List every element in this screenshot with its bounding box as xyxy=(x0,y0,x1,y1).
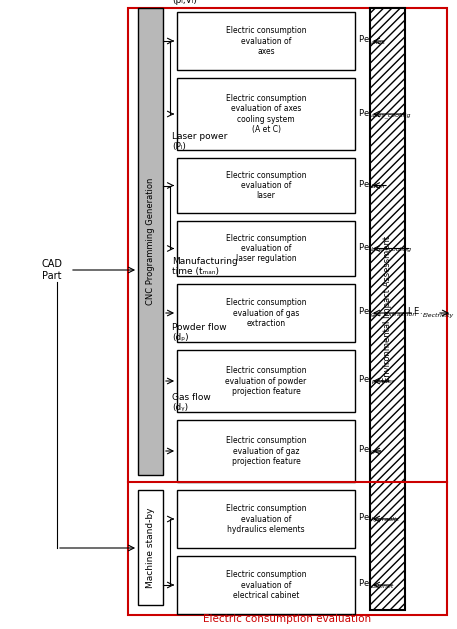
Bar xyxy=(177,350,355,412)
Text: Electric consumption
evaluation of gaz
projection feature: Electric consumption evaluation of gaz p… xyxy=(226,436,306,466)
Text: Electric consumption
evaluation of powder
projection feature: Electric consumption evaluation of powde… xyxy=(225,366,307,396)
Bar xyxy=(177,420,355,482)
Text: Electric consumption evaluation: Electric consumption evaluation xyxy=(203,614,372,624)
Text: Powder flow
(dₚ): Powder flow (dₚ) xyxy=(172,323,227,342)
Text: Laser power
(Pₗ): Laser power (Pₗ) xyxy=(172,131,228,151)
Text: gas_extraction: gas_extraction xyxy=(371,311,417,317)
Text: cabinet: cabinet xyxy=(371,584,394,589)
Text: $\mathrm{Pe}$: $\mathrm{Pe}$ xyxy=(358,577,370,589)
Text: powder: powder xyxy=(371,379,394,384)
Text: Electricity: Electricity xyxy=(423,313,454,318)
Text: Electric consumption
evaluation of
hydraulics elements: Electric consumption evaluation of hydra… xyxy=(226,504,306,534)
Bar xyxy=(370,8,405,610)
Text: CNC Programming Generation: CNC Programming Generation xyxy=(146,178,155,305)
Bar xyxy=(177,158,355,213)
Bar xyxy=(177,221,355,276)
Text: Environmental Impact Assessment: Environmental Impact Assessment xyxy=(383,236,392,382)
Text: $\mathrm{Pe}$: $\mathrm{Pe}$ xyxy=(358,241,370,252)
Text: laser_cooling: laser_cooling xyxy=(371,247,412,252)
Text: Electric consumption
evaluation of
laser regulation: Electric consumption evaluation of laser… xyxy=(226,233,306,264)
Text: $\mathrm{Pe}$: $\mathrm{Pe}$ xyxy=(358,443,370,455)
Text: Gas flow
(dᵧ): Gas flow (dᵧ) xyxy=(172,392,211,412)
Text: axes_cooling: axes_cooling xyxy=(371,112,411,118)
Text: $\mathrm{Pe}$: $\mathrm{Pe}$ xyxy=(358,33,370,45)
Bar xyxy=(177,556,355,614)
Text: laser: laser xyxy=(371,184,386,189)
Bar xyxy=(177,490,355,548)
Text: gas: gas xyxy=(371,450,382,455)
Text: $\mathrm{Pe}$: $\mathrm{Pe}$ xyxy=(358,178,370,189)
Bar xyxy=(138,490,163,605)
Text: Electric consumption
evaluation of
laser: Electric consumption evaluation of laser xyxy=(226,170,306,201)
Bar xyxy=(177,284,355,342)
Text: CAD
Part: CAD Part xyxy=(42,259,63,281)
Text: hydraulic: hydraulic xyxy=(371,518,400,523)
Text: Electric consumption
evaluation of gas
extraction: Electric consumption evaluation of gas e… xyxy=(226,298,306,328)
Text: Machine stand-by: Machine stand-by xyxy=(146,507,155,587)
Text: $\mathrm{Pe}$: $\mathrm{Pe}$ xyxy=(358,511,370,523)
Text: Manufacturing
time (tₘₐₙ): Manufacturing time (tₘₐₙ) xyxy=(172,257,238,276)
Bar xyxy=(138,8,163,475)
Bar xyxy=(128,8,447,615)
Text: Electric consumption
evaluation of
electrical cabinet: Electric consumption evaluation of elect… xyxy=(226,570,306,600)
Bar xyxy=(177,12,355,70)
Bar xyxy=(177,78,355,150)
Text: $\mathrm{Pe}$: $\mathrm{Pe}$ xyxy=(358,306,370,316)
Text: Electric consumption
evaluation of axes
cooling system
(A et C): Electric consumption evaluation of axes … xyxy=(226,94,306,134)
Text: $\mathrm{Pe}$: $\mathrm{Pe}$ xyxy=(358,106,370,118)
Text: Trajectories
(pᵢ,Vᵢ): Trajectories (pᵢ,Vᵢ) xyxy=(172,0,224,5)
Text: $\mathrm{I.E.}$: $\mathrm{I.E.}$ xyxy=(407,306,423,316)
Text: axes: axes xyxy=(371,40,386,45)
Text: Electric consumption
evaluation of
axes: Electric consumption evaluation of axes xyxy=(226,26,306,56)
Text: $\mathrm{Pe}$: $\mathrm{Pe}$ xyxy=(358,374,370,384)
